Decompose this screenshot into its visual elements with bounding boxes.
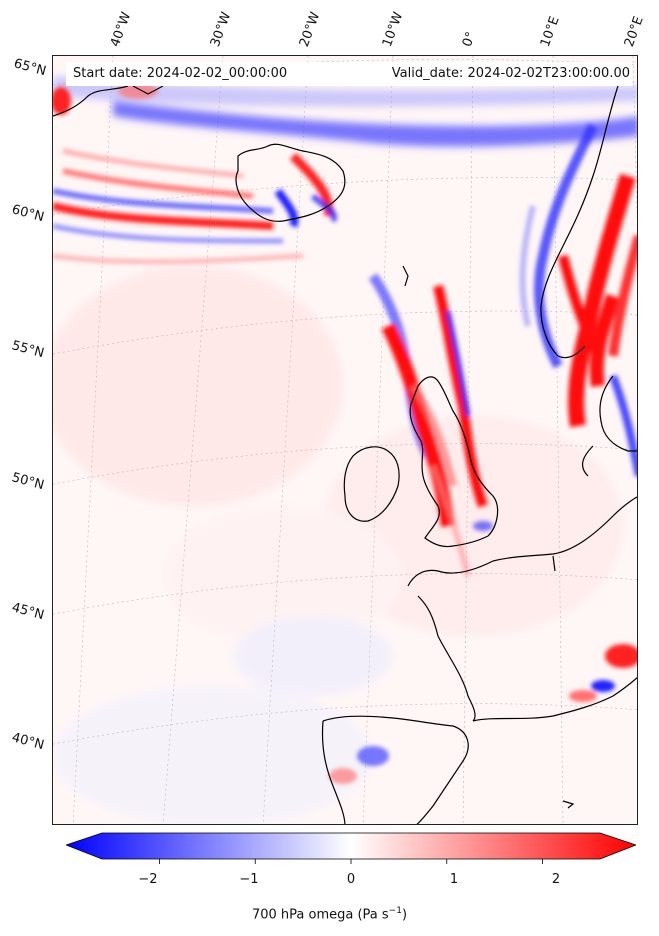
- lon-label-40w: 40°W: [107, 10, 135, 49]
- lon-label-20e: 20°E: [621, 14, 647, 50]
- lat-label-60n: 60°N: [10, 202, 46, 226]
- colorbar-tick-neg1: −1: [239, 872, 259, 887]
- lon-label-0: 0°: [459, 29, 480, 49]
- start-date-label: Start date: 2024-02-02_00:00:00: [73, 66, 288, 81]
- colorbar-tick-2: 2: [551, 872, 561, 887]
- header-box: [66, 62, 632, 86]
- lon-label-10e: 10°E: [537, 14, 563, 50]
- lon-label-30w: 30°W: [207, 10, 235, 49]
- lat-label-50n: 50°N: [10, 470, 46, 494]
- colorbar-tick-0: 0: [346, 872, 356, 887]
- valid-date-label: Valid_date: 2024-02-02T23:00:00.00: [391, 66, 630, 81]
- lat-label-55n: 55°N: [10, 338, 46, 362]
- omega-field-map: [53, 56, 637, 824]
- graticule: [53, 56, 637, 824]
- lon-label-10w: 10°W: [379, 10, 407, 49]
- colorbar-tick-neg2: −2: [138, 872, 158, 887]
- map-panel: [52, 55, 638, 825]
- lat-label-65n: 65°N: [12, 56, 48, 80]
- lat-label-40n: 40°N: [10, 730, 46, 754]
- lat-label-45n: 45°N: [10, 600, 46, 624]
- lon-label-20w: 20°W: [296, 10, 324, 49]
- colorbar: [66, 832, 636, 864]
- colorbar-tick-1: 1: [449, 872, 459, 887]
- colorbar-label: 700 hPa omega (Pa s−1): [251, 906, 408, 923]
- colorbar-gradient: [66, 832, 636, 860]
- coastlines: [53, 85, 637, 824]
